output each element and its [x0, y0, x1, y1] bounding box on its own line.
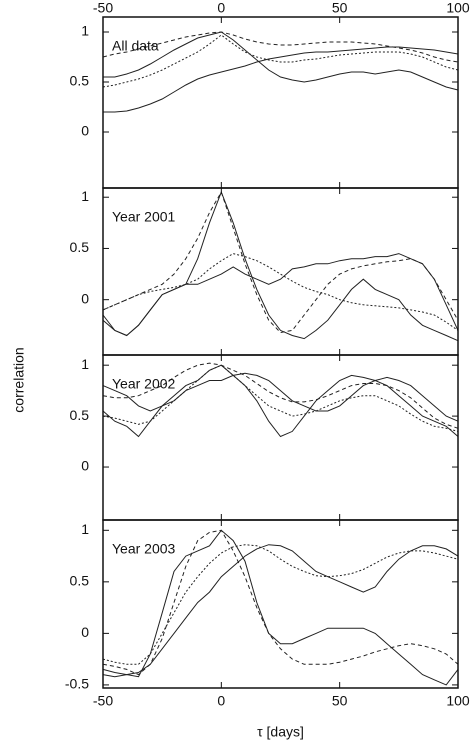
series-line	[102, 544, 459, 665]
y-tick-label: 0.5	[70, 239, 90, 255]
series-line	[102, 34, 459, 88]
y-tick-label: 1	[81, 521, 89, 537]
x-tick-label: 100	[446, 0, 470, 16]
x-tick-label: 0	[217, 693, 225, 709]
panel-label: Year 2001	[112, 209, 176, 225]
y-tick-label: 0.5	[70, 407, 90, 423]
panel-label: Year 2002	[112, 376, 176, 392]
x-tick-label: 50	[332, 693, 348, 709]
y-tick-label: 0	[81, 458, 89, 474]
panel-label: Year 2003	[112, 541, 176, 557]
y-tick-label: 1	[81, 356, 89, 372]
series-line	[103, 31, 459, 91]
y-tick-label: 0.5	[70, 73, 90, 89]
series-line	[102, 529, 459, 686]
series-line	[102, 364, 459, 432]
y-tick-label: 0	[81, 290, 89, 306]
series-line	[102, 253, 459, 337]
y-tick-label: 1	[81, 188, 89, 204]
x-tick-label: 50	[332, 0, 348, 16]
y-tick-label: 0	[81, 123, 89, 139]
y-axis-label: correlation	[11, 347, 27, 412]
x-tick-label: -50	[93, 693, 113, 709]
series-line	[102, 544, 459, 678]
y-tick-label: -0.5	[65, 676, 89, 692]
x-axis-label: τ [days]	[257, 724, 304, 740]
series-line	[102, 253, 459, 331]
panel-frame	[102, 519, 459, 689]
series-line	[102, 372, 459, 422]
series-line	[102, 529, 459, 676]
series-line	[103, 46, 459, 113]
series-line	[102, 190, 459, 334]
x-tick-label: 100	[446, 693, 470, 709]
panel-label: All data	[112, 38, 159, 54]
x-tick-label: -50	[93, 0, 113, 16]
series-line	[102, 362, 459, 429]
x-tick-label: 0	[217, 0, 225, 16]
y-tick-label: 0	[81, 624, 89, 640]
y-tick-label: 1	[81, 23, 89, 39]
y-tick-label: 0.5	[70, 573, 90, 589]
